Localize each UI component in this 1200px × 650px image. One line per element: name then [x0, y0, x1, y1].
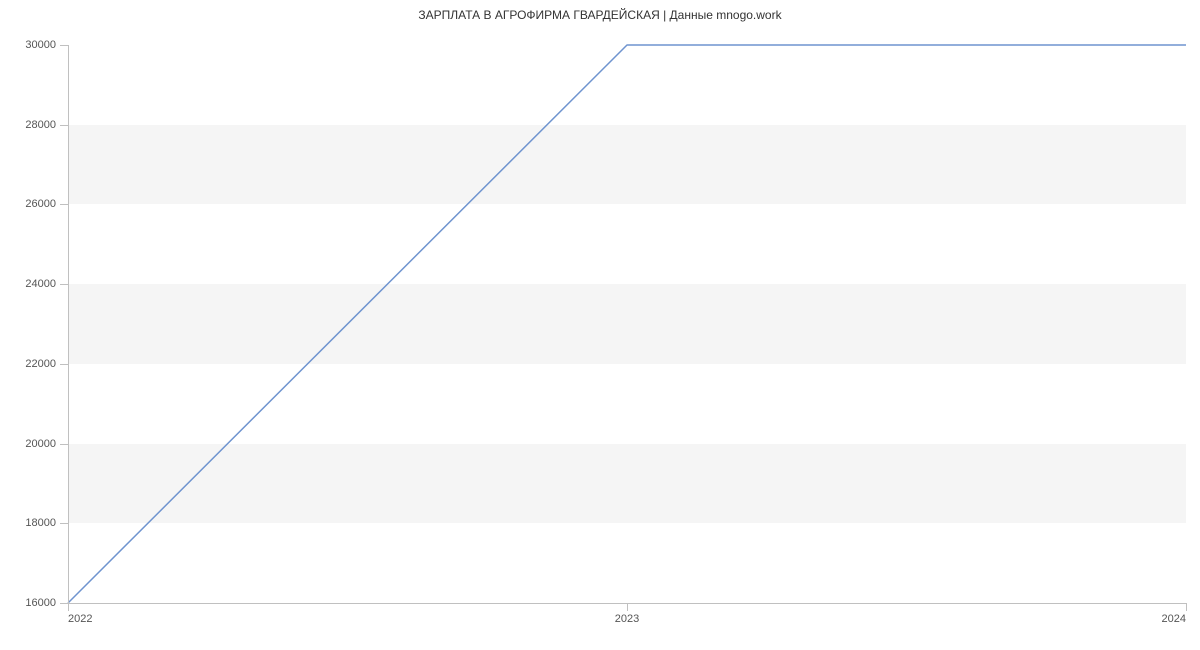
chart-title: ЗАРПЛАТА В АГРОФИРМА ГВАРДЕЙСКАЯ | Данны…	[0, 8, 1200, 22]
y-tick-label: 20000	[0, 438, 56, 450]
x-tick-mark	[627, 603, 628, 611]
plot-area	[68, 45, 1186, 603]
y-tick-label: 26000	[0, 198, 56, 210]
y-tick-label: 30000	[0, 39, 56, 51]
x-tick-mark	[1186, 603, 1187, 611]
y-tick-mark	[60, 125, 68, 126]
x-tick-label: 2022	[68, 613, 92, 625]
y-tick-label: 24000	[0, 278, 56, 290]
y-tick-mark	[60, 523, 68, 524]
line-series	[68, 45, 1186, 603]
y-tick-label: 28000	[0, 119, 56, 131]
y-tick-label: 22000	[0, 358, 56, 370]
y-tick-mark	[60, 204, 68, 205]
x-tick-label: 2024	[1126, 613, 1186, 625]
y-tick-label: 18000	[0, 517, 56, 529]
chart-container: ЗАРПЛАТА В АГРОФИРМА ГВАРДЕЙСКАЯ | Данны…	[0, 0, 1200, 650]
x-tick-mark	[68, 603, 69, 611]
y-tick-mark	[60, 364, 68, 365]
y-tick-mark	[60, 444, 68, 445]
y-axis-line	[68, 45, 69, 603]
x-tick-label: 2023	[615, 613, 639, 625]
y-tick-mark	[60, 603, 68, 604]
y-tick-label: 16000	[0, 597, 56, 609]
y-tick-mark	[60, 284, 68, 285]
y-tick-mark	[60, 45, 68, 46]
